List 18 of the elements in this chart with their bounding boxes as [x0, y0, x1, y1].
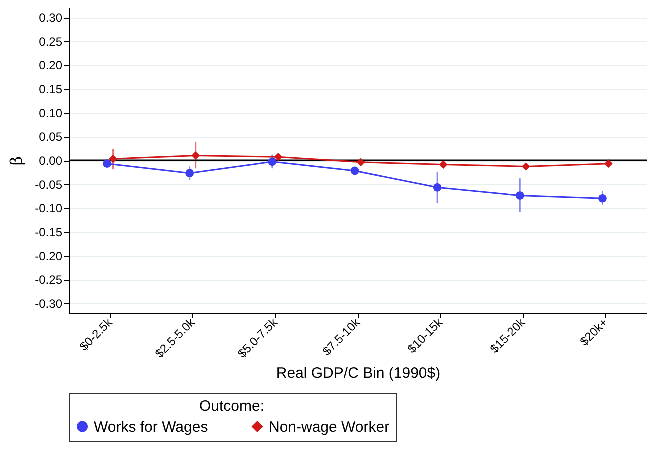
- y-tick-label: -0.20: [35, 249, 63, 264]
- y-tick-label: -0.15: [35, 225, 63, 240]
- y-tick-label: 0.25: [39, 34, 63, 49]
- y-tick-label: 0.20: [39, 58, 63, 73]
- y-tick-label: 0.10: [39, 106, 63, 120]
- legend-title: Outcome:: [199, 398, 265, 415]
- y-tick-label: 0.30: [39, 11, 63, 26]
- legend-label: Works for Wages: [94, 418, 208, 436]
- y-axis-title: β: [7, 156, 26, 166]
- y-tick-label: -0.30: [35, 296, 63, 311]
- y-tick-label: 0.05: [39, 130, 63, 144]
- y-tick-label: 0.00: [39, 154, 63, 168]
- y-tick-label: 0.15: [39, 82, 63, 97]
- legend-label: Non-wage Worker: [269, 418, 390, 436]
- y-tick-label: -0.10: [35, 202, 63, 216]
- x-axis-title: Real GDP/C Bin (1990$): [276, 365, 441, 382]
- y-tick-label: -0.25: [35, 273, 63, 288]
- y-tick-label: -0.05: [35, 178, 63, 192]
